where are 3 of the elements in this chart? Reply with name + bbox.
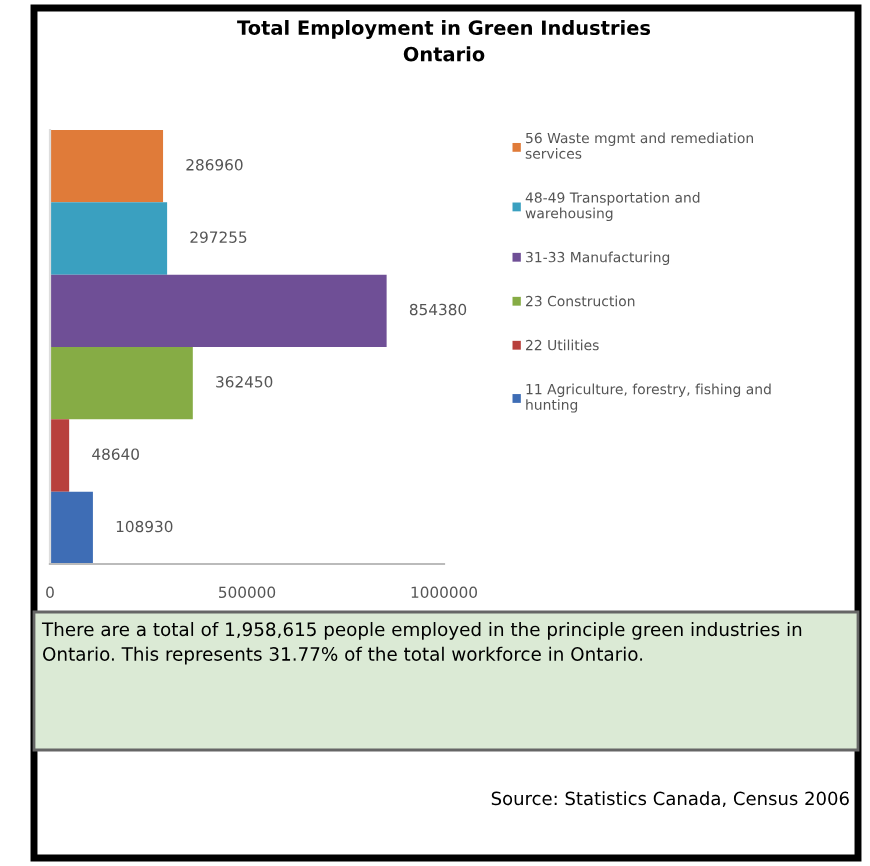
text: There are a total of 1,958,615 people employed in the principle green industries in Ontario. This represents 31.77% of the total workforce in Ontario. bbox=[41, 622, 802, 665]
chart-title: Total Employment in Green Industries Ontario bbox=[237, 20, 651, 62]
source-note: Source: Statistics Canada, Census 2006 bbox=[491, 791, 849, 808]
